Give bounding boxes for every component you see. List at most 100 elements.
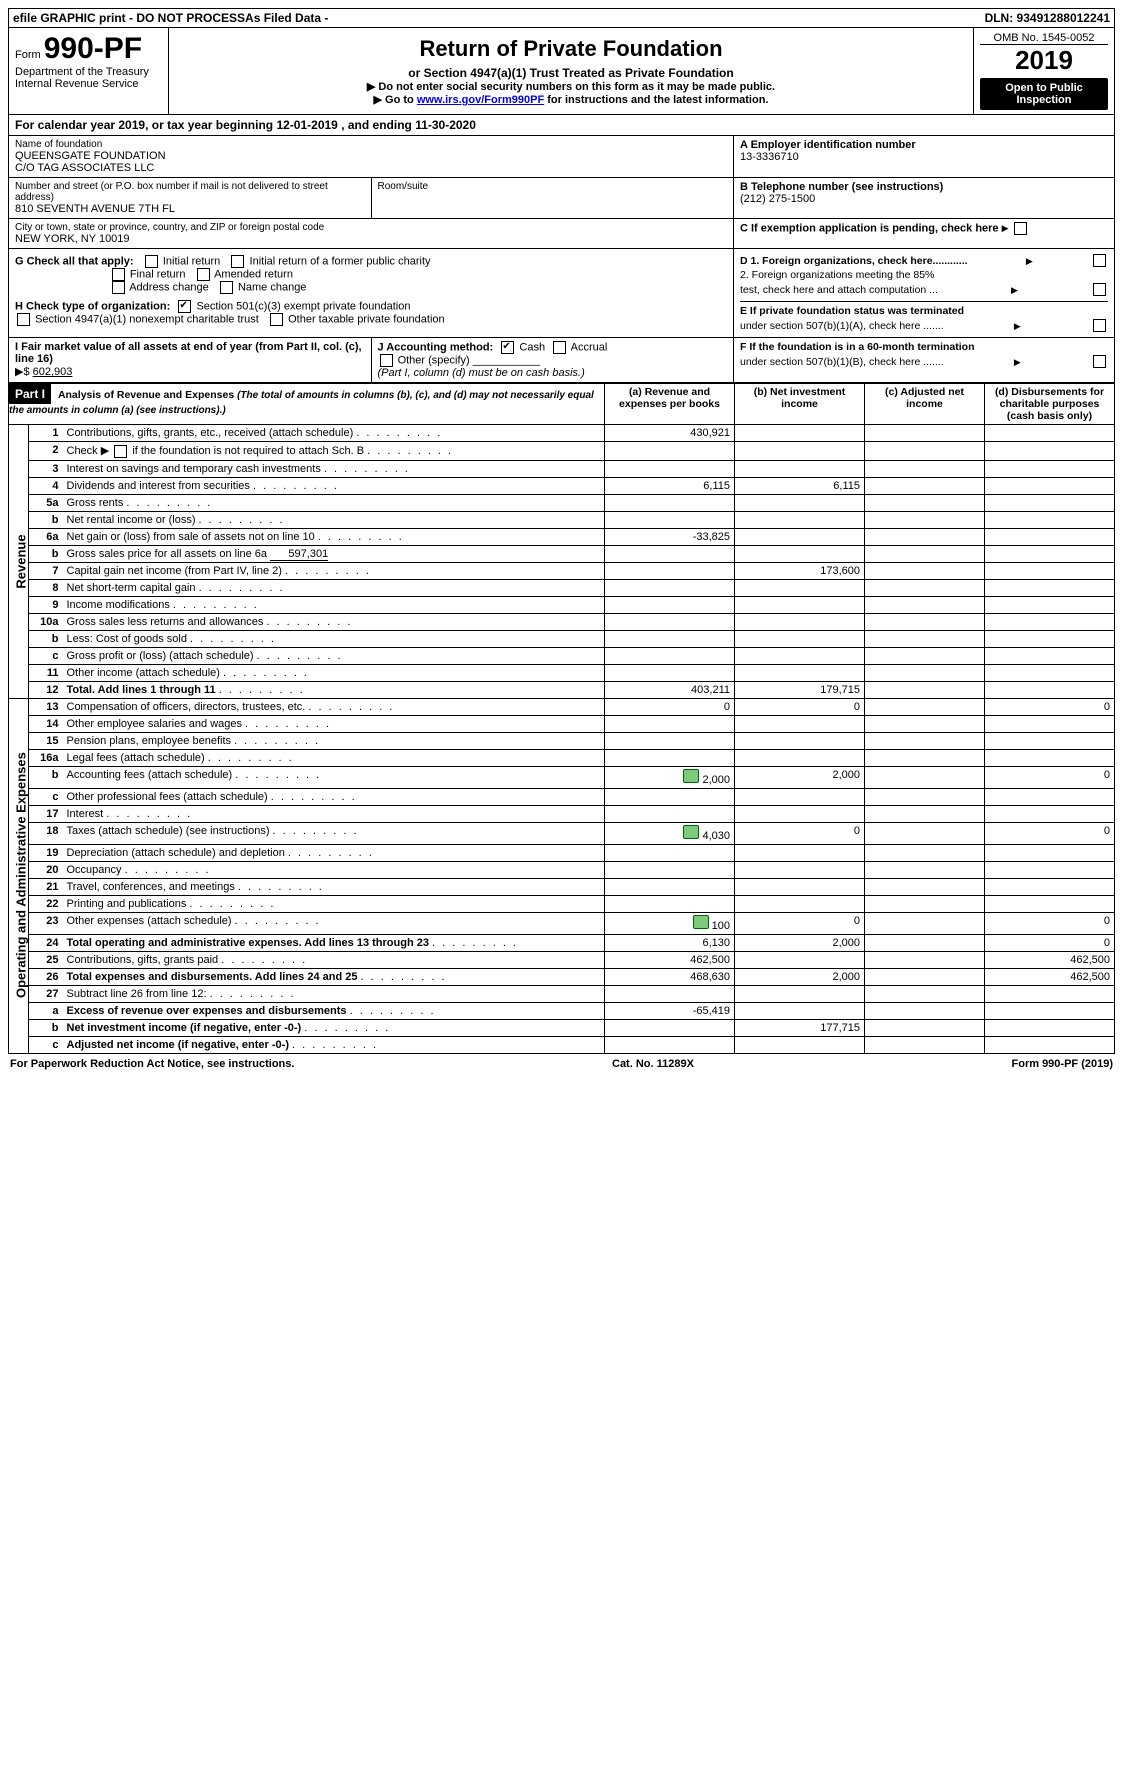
table-row: 17Interest: [9, 805, 1115, 822]
chk-accrual[interactable]: [553, 341, 566, 354]
checkbox-c[interactable]: [1014, 222, 1027, 235]
irs-link[interactable]: www.irs.gov/Form990PF: [417, 94, 544, 106]
expenses-side-label: Operating and Administrative Expenses: [9, 698, 29, 1053]
phone-label: B Telephone number (see instructions): [740, 181, 1108, 193]
footer-mid: Cat. No. 11289X: [612, 1058, 694, 1070]
table-row: 2Check ▶ if the foundation is not requir…: [9, 442, 1115, 461]
chk-name-change[interactable]: [220, 281, 233, 294]
table-row: 14Other employee salaries and wages: [9, 715, 1115, 732]
table-row: bNet rental income or (loss): [9, 511, 1115, 528]
table-row: 16aLegal fees (attach schedule): [9, 749, 1115, 766]
table-row: 26Total expenses and disbursements. Add …: [9, 968, 1115, 985]
form-number: 990-PF: [44, 32, 142, 65]
part1-title: Analysis of Revenue and Expenses: [58, 389, 234, 401]
calendar-year-row: For calendar year 2019, or tax year begi…: [8, 115, 1115, 136]
footer-right: Form 990-PF (2019): [1012, 1058, 1114, 1070]
chk-amended[interactable]: [197, 268, 210, 281]
part1-tag: Part I: [9, 384, 51, 404]
table-row: 15Pension plans, employee benefits: [9, 732, 1115, 749]
section-ijf: I Fair market value of all assets at end…: [8, 338, 1115, 383]
table-row: aExcess of revenue over expenses and dis…: [9, 1002, 1115, 1019]
table-row: 10aGross sales less returns and allowanc…: [9, 613, 1115, 630]
chk-f[interactable]: [1093, 355, 1106, 368]
table-row: bLess: Cost of goods sold: [9, 630, 1115, 647]
form-subtitle: or Section 4947(a)(1) Trust Treated as P…: [175, 66, 967, 80]
city-value: NEW YORK, NY 10019: [15, 233, 727, 245]
chk-cash[interactable]: [501, 341, 514, 354]
tax-year: 2019: [980, 45, 1108, 76]
fmv-value: 602,903: [33, 366, 73, 378]
dept-treasury: Department of the Treasury: [15, 66, 149, 78]
table-row: bGross sales price for all assets on lin…: [9, 545, 1115, 562]
col-a-header: (a) Revenue and expenses per books: [605, 384, 735, 425]
table-row: 20Occupancy: [9, 861, 1115, 878]
form-header: Form 990-PF Department of the Treasury I…: [8, 28, 1115, 115]
footer-left: For Paperwork Reduction Act Notice, see …: [10, 1058, 294, 1070]
foundation-name-2: C/O TAG ASSOCIATES LLC: [15, 162, 727, 174]
table-row: 7Capital gain net income (from Part IV, …: [9, 562, 1115, 579]
address-value: 810 SEVENTH AVENUE 7TH FL: [15, 203, 365, 215]
attachment-icon[interactable]: [683, 825, 699, 839]
table-row: 19Depreciation (attach schedule) and dep…: [9, 844, 1115, 861]
table-row: 25Contributions, gifts, grants paid 462,…: [9, 951, 1115, 968]
ein-label: A Employer identification number: [740, 139, 1108, 151]
table-row: 27Subtract line 26 from line 12:: [9, 985, 1115, 1002]
section-i: I Fair market value of all assets at end…: [9, 338, 372, 383]
chk-initial-return[interactable]: [145, 255, 158, 268]
chk-initial-former[interactable]: [231, 255, 244, 268]
foundation-name-1: QUEENSGATE FOUNDATION: [15, 150, 727, 162]
efile-text: efile GRAPHIC print - DO NOT PROCESS: [13, 11, 245, 25]
g-label: G Check all that apply:: [15, 255, 134, 267]
address-label: Number and street (or P.O. box number if…: [15, 181, 365, 203]
asfiled-text: As Filed Data -: [245, 11, 328, 25]
open-public-badge: Open to Public Inspection: [980, 78, 1108, 110]
table-row: 6aNet gain or (loss) from sale of assets…: [9, 528, 1115, 545]
attachment-icon[interactable]: [693, 915, 709, 929]
irs-label: Internal Revenue Service: [15, 78, 139, 90]
table-row: bAccounting fees (attach schedule) 2,000…: [9, 766, 1115, 788]
table-row: 4Dividends and interest from securities …: [9, 477, 1115, 494]
goto-pre: ▶ Go to: [374, 94, 417, 106]
revenue-side-label: Revenue: [9, 425, 29, 699]
goto-line: ▶ Go to www.irs.gov/Form990PF for instru…: [175, 93, 967, 106]
col-d-header: (d) Disbursements for charitable purpose…: [985, 384, 1115, 425]
table-row: 22Printing and publications: [9, 895, 1115, 912]
attachment-icon[interactable]: [683, 769, 699, 783]
table-row: 12Total. Add lines 1 through 11 403,2111…: [9, 681, 1115, 698]
entity-info-grid: Name of foundation QUEENSGATE FOUNDATION…: [8, 136, 1115, 338]
table-row: 21Travel, conferences, and meetings: [9, 878, 1115, 895]
goto-post: for instructions and the latest informat…: [547, 94, 768, 106]
chk-4947[interactable]: [17, 313, 30, 326]
table-row: 23Other expenses (attach schedule) 10000: [9, 912, 1115, 934]
table-row: Revenue1Contributions, gifts, grants, et…: [9, 425, 1115, 442]
chk-e[interactable]: [1093, 319, 1106, 332]
section-j: J Accounting method: Cash Accrual Other …: [372, 338, 735, 383]
chk-d2[interactable]: [1093, 283, 1106, 296]
chk-d1[interactable]: [1093, 254, 1106, 267]
table-row: cOther professional fees (attach schedul…: [9, 788, 1115, 805]
omb-no: OMB No. 1545-0052: [980, 32, 1108, 45]
table-row: bNet investment income (if negative, ent…: [9, 1019, 1115, 1036]
section-f: F If the foundation is in a 60-month ter…: [734, 338, 1114, 383]
page-footer: For Paperwork Reduction Act Notice, see …: [8, 1054, 1115, 1074]
ein-value: 13-3336710: [740, 151, 1108, 163]
section-d-e: D 1. Foreign organizations, check here..…: [734, 249, 1114, 338]
table-row: 24Total operating and administrative exp…: [9, 934, 1115, 951]
table-row: 8Net short-term capital gain: [9, 579, 1115, 596]
efile-top-bar: efile GRAPHIC print - DO NOT PROCESS As …: [8, 8, 1115, 28]
dln-text: DLN: 93491288012241: [985, 11, 1110, 25]
table-row: 11Other income (attach schedule): [9, 664, 1115, 681]
form-title: Return of Private Foundation: [175, 36, 967, 62]
phone-value: (212) 275-1500: [740, 193, 1108, 205]
chk-other-taxable[interactable]: [270, 313, 283, 326]
table-row: 18Taxes (attach schedule) (see instructi…: [9, 822, 1115, 844]
chk-other-method[interactable]: [380, 354, 393, 367]
chk-address-change[interactable]: [112, 281, 125, 294]
section-g: G Check all that apply: Initial return I…: [9, 249, 734, 338]
chk-final-return[interactable]: [112, 268, 125, 281]
form-prefix: Form: [15, 49, 41, 61]
chk-501c3[interactable]: [178, 300, 191, 313]
ssn-warning: ▶ Do not enter social security numbers o…: [175, 80, 967, 93]
h-label: H Check type of organization:: [15, 300, 170, 312]
col-c-header: (c) Adjusted net income: [865, 384, 985, 425]
